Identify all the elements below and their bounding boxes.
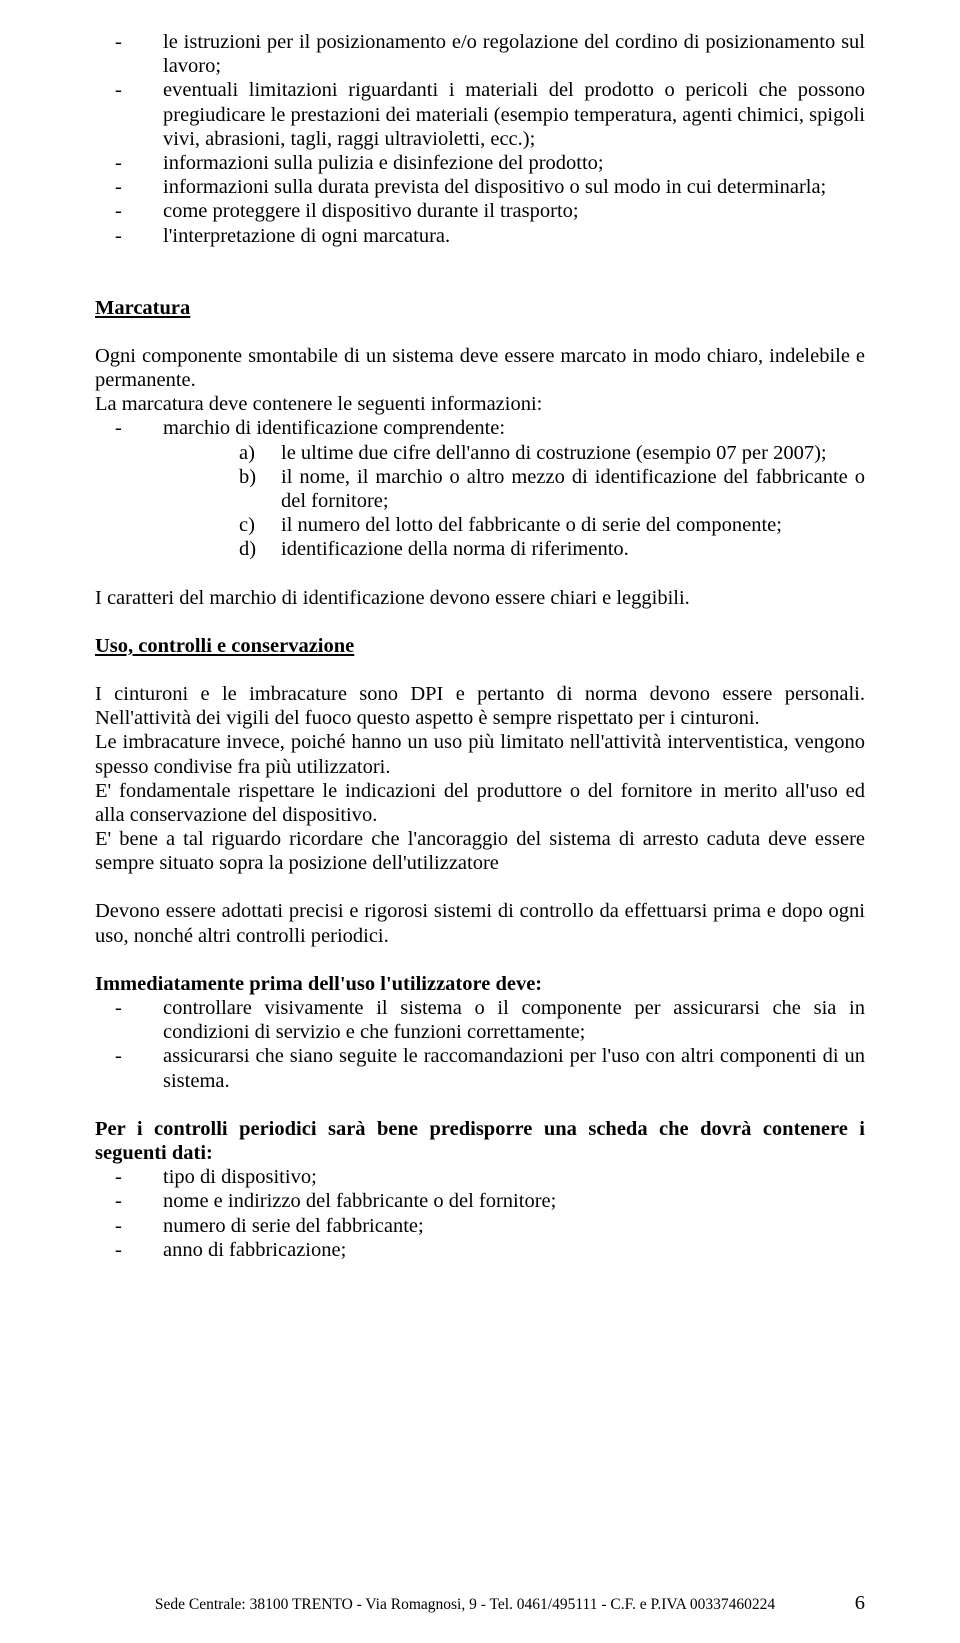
paragraph: La marcatura deve contenere le seguenti … bbox=[95, 392, 865, 416]
document-page: - le istruzioni per il posizionamento e/… bbox=[0, 0, 960, 1643]
list-text: tipo di dispositivo; bbox=[163, 1165, 865, 1189]
list-item: - come proteggere il dispositivo durante… bbox=[95, 199, 865, 223]
list-item: d) identificazione della norma di riferi… bbox=[95, 537, 865, 561]
alpha-letter: d) bbox=[95, 537, 271, 561]
list-text: nome e indirizzo del fabbricante o del f… bbox=[163, 1189, 865, 1213]
list-item: c) il numero del lotto del fabbricante o… bbox=[95, 513, 865, 537]
bullet-dash: - bbox=[95, 175, 163, 199]
bullet-dash: - bbox=[95, 151, 163, 175]
footer-text: Sede Centrale: 38100 TRENTO - Via Romagn… bbox=[95, 1596, 835, 1614]
list-text: anno di fabbricazione; bbox=[163, 1238, 865, 1262]
alpha-letter: a) bbox=[95, 441, 271, 465]
paragraph-bold: Immediatamente prima dell'uso l'utilizza… bbox=[95, 972, 865, 996]
list-item: - tipo di dispositivo; bbox=[95, 1165, 865, 1189]
periodici-list: - tipo di dispositivo; - nome e indirizz… bbox=[95, 1165, 865, 1262]
list-item: - marchio di identificazione comprendent… bbox=[95, 416, 865, 440]
bullet-dash: - bbox=[95, 1165, 163, 1189]
section-title-uso: Uso, controlli e conservazione bbox=[95, 634, 865, 658]
list-text: come proteggere il dispositivo durante i… bbox=[163, 199, 865, 223]
paragraph: I cinturoni e le imbracature sono DPI e … bbox=[95, 682, 865, 730]
list-text: informazioni sulla pulizia e disinfezion… bbox=[163, 151, 865, 175]
list-item: - informazioni sulla durata prevista del… bbox=[95, 175, 865, 199]
top-bullet-list: - le istruzioni per il posizionamento e/… bbox=[95, 30, 865, 248]
list-text: assicurarsi che siano seguite le raccoma… bbox=[163, 1044, 865, 1092]
list-text: il numero del lotto del fabbricante o di… bbox=[271, 513, 865, 537]
paragraph: E' fondamentale rispettare le indicazion… bbox=[95, 779, 865, 827]
list-item: - informazioni sulla pulizia e disinfezi… bbox=[95, 151, 865, 175]
list-text: marchio di identificazione comprendente: bbox=[163, 416, 865, 440]
list-text: informazioni sulla durata prevista del d… bbox=[163, 175, 865, 199]
bullet-dash: - bbox=[95, 199, 163, 223]
list-item: b) il nome, il marchio o altro mezzo di … bbox=[95, 465, 865, 513]
paragraph: Devono essere adottati precisi e rigoros… bbox=[95, 899, 865, 947]
section-title-marcatura: Marcatura bbox=[95, 296, 865, 320]
list-item: - assicurarsi che siano seguite le racco… bbox=[95, 1044, 865, 1092]
bullet-dash: - bbox=[95, 224, 163, 248]
list-text: le istruzioni per il posizionamento e/o … bbox=[163, 30, 865, 78]
bullet-dash: - bbox=[95, 1044, 163, 1092]
paragraph: Le imbracature invece, poiché hanno un u… bbox=[95, 730, 865, 778]
list-item: - nome e indirizzo del fabbricante o del… bbox=[95, 1189, 865, 1213]
list-text: il nome, il marchio o altro mezzo di ide… bbox=[271, 465, 865, 513]
list-item: - le istruzioni per il posizionamento e/… bbox=[95, 30, 865, 78]
bullet-dash: - bbox=[95, 78, 163, 151]
bullet-dash: - bbox=[95, 1238, 163, 1262]
list-text: numero di serie del fabbricante; bbox=[163, 1214, 865, 1238]
bullet-dash: - bbox=[95, 1214, 163, 1238]
page-footer: Sede Centrale: 38100 TRENTO - Via Romagn… bbox=[95, 1592, 865, 1615]
page-number: 6 bbox=[835, 1592, 865, 1615]
paragraph-bold: Per i controlli periodici sarà bene pred… bbox=[95, 1117, 865, 1165]
list-item: - anno di fabbricazione; bbox=[95, 1238, 865, 1262]
list-item: - numero di serie del fabbricante; bbox=[95, 1214, 865, 1238]
list-item: - l'interpretazione di ogni marcatura. bbox=[95, 224, 865, 248]
bullet-dash: - bbox=[95, 996, 163, 1044]
immediatamente-list: - controllare visivamente il sistema o i… bbox=[95, 996, 865, 1093]
alpha-letter: b) bbox=[95, 465, 271, 513]
bullet-dash: - bbox=[95, 416, 163, 440]
marcatura-bullet-list: - marchio di identificazione comprendent… bbox=[95, 416, 865, 440]
bullet-dash: - bbox=[95, 30, 163, 78]
list-text: controllare visivamente il sistema o il … bbox=[163, 996, 865, 1044]
list-text: eventuali limitazioni riguardanti i mate… bbox=[163, 78, 865, 151]
list-item: - eventuali limitazioni riguardanti i ma… bbox=[95, 78, 865, 151]
bullet-dash: - bbox=[95, 1189, 163, 1213]
alpha-letter: c) bbox=[95, 513, 271, 537]
list-text: le ultime due cifre dell'anno di costruz… bbox=[271, 441, 865, 465]
paragraph: E' bene a tal riguardo ricordare che l'a… bbox=[95, 827, 865, 875]
alpha-sublist: a) le ultime due cifre dell'anno di cost… bbox=[95, 441, 865, 562]
list-item: - controllare visivamente il sistema o i… bbox=[95, 996, 865, 1044]
list-text: identificazione della norma di riferimen… bbox=[271, 537, 865, 561]
paragraph: I caratteri del marchio di identificazio… bbox=[95, 586, 865, 610]
paragraph: Ogni componente smontabile di un sistema… bbox=[95, 344, 865, 392]
list-text: l'interpretazione di ogni marcatura. bbox=[163, 224, 865, 248]
list-item: a) le ultime due cifre dell'anno di cost… bbox=[95, 441, 865, 465]
